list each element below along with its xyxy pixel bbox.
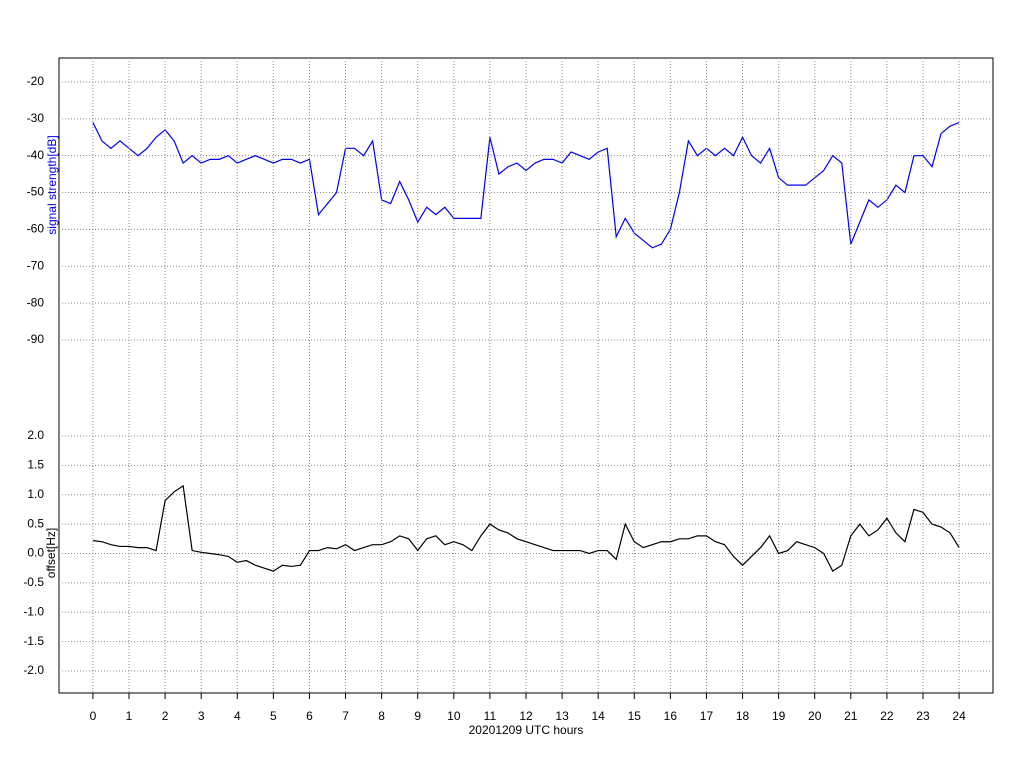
x-tick-label: 9 xyxy=(414,709,421,723)
y-tick-label: -80 xyxy=(27,295,45,309)
x-tick-label: 4 xyxy=(234,709,241,723)
y-tick-label: -70 xyxy=(27,258,45,272)
x-tick-label: 22 xyxy=(880,709,894,723)
y-tick-label: 0.5 xyxy=(27,516,44,530)
plot-frame xyxy=(58,57,994,694)
x-tick-label: 6 xyxy=(306,709,313,723)
y-axis-label: offset[Hz] xyxy=(44,528,58,578)
data-line xyxy=(92,484,960,572)
x-tick-label: 12 xyxy=(519,709,533,723)
x-tick-label: 7 xyxy=(342,709,349,723)
y-tick-label: -60 xyxy=(27,222,45,236)
y-tick-label: 1.5 xyxy=(27,458,44,472)
x-tick-label: 10 xyxy=(447,709,461,723)
x-tick-label: 8 xyxy=(378,709,385,723)
x-tick-label: 18 xyxy=(736,709,750,723)
y-tick-label: -0.5 xyxy=(23,575,44,589)
x-axis-label: 20201209 UTC hours xyxy=(469,723,584,737)
y-tick-label: 2.0 xyxy=(27,428,44,442)
y-tick-label: -1.5 xyxy=(23,634,44,648)
x-tick-label: 17 xyxy=(700,709,714,723)
y-tick-label: -30 xyxy=(27,111,45,125)
y-axis-label: signal strength[dB] xyxy=(45,135,59,234)
y-tick-label: -1.0 xyxy=(23,604,44,618)
y-tick-label: -40 xyxy=(27,148,45,162)
x-tick-label: 0 xyxy=(90,709,97,723)
x-tick-label: 15 xyxy=(628,709,642,723)
x-tick-label: 1 xyxy=(126,709,133,723)
x-tick-label: 2 xyxy=(162,709,169,723)
y-tick-label: 1.0 xyxy=(27,487,44,501)
x-tick-label: 24 xyxy=(952,709,966,723)
y-tick-label: 0.0 xyxy=(27,546,44,560)
x-tick-label: 21 xyxy=(844,709,858,723)
x-tick-label: 14 xyxy=(591,709,605,723)
y-tick-label: -2.0 xyxy=(23,663,44,677)
x-tick-label: 20 xyxy=(808,709,822,723)
x-tick-label: 5 xyxy=(270,709,277,723)
x-tick-label: 23 xyxy=(916,709,930,723)
x-tick-label: 13 xyxy=(555,709,569,723)
y-tick-label: -90 xyxy=(27,332,45,346)
x-tick-label: 16 xyxy=(664,709,678,723)
y-tick-label: -50 xyxy=(27,185,45,199)
x-tick-label: 11 xyxy=(484,709,497,723)
y-tick-label: -20 xyxy=(27,74,45,88)
x-tick-label: 19 xyxy=(772,709,786,723)
x-tick-label: 3 xyxy=(198,709,205,723)
